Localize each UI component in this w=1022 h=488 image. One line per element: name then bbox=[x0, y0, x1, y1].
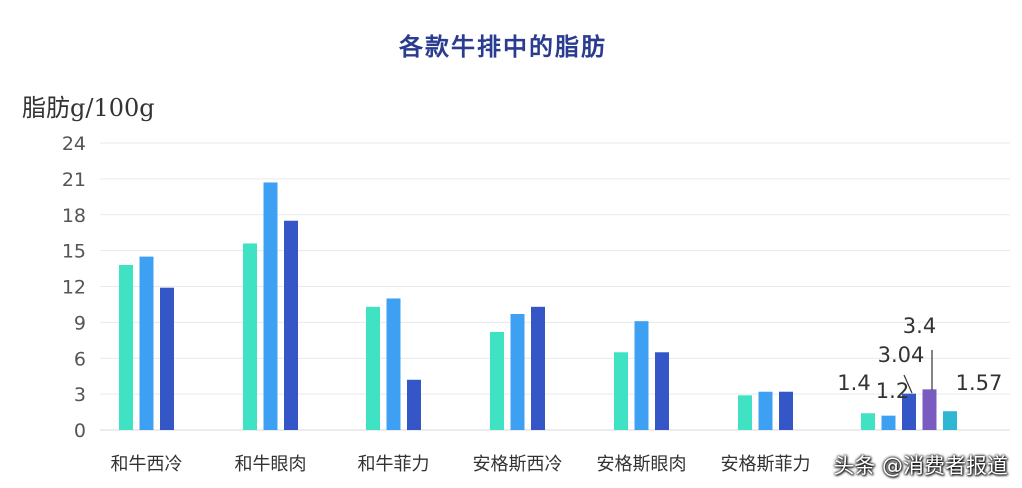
bar bbox=[758, 391, 773, 430]
bar bbox=[531, 306, 545, 430]
bar bbox=[284, 220, 298, 430]
bar bbox=[655, 352, 669, 430]
bar bbox=[738, 395, 752, 430]
bar bbox=[922, 389, 937, 430]
y-axis-ticks: 0 3 6 9 12 15 18 21 24 bbox=[62, 133, 86, 442]
bar bbox=[510, 314, 525, 430]
data-label: 3.04 bbox=[878, 343, 925, 367]
x-category-label: 和牛眼肉 bbox=[235, 454, 307, 475]
x-category-label: 和牛菲力 bbox=[358, 454, 430, 475]
bar bbox=[779, 391, 793, 430]
bar bbox=[119, 264, 133, 430]
chart-title: 各款牛排中的脂肪 bbox=[398, 33, 607, 61]
x-category-label: 安格斯眼肉 bbox=[597, 454, 687, 475]
bar bbox=[902, 393, 916, 430]
y-axis-label: 脂肪g/100g bbox=[22, 94, 155, 122]
bar bbox=[614, 352, 628, 430]
bar bbox=[407, 379, 421, 430]
bar bbox=[386, 298, 401, 430]
data-label: 1.4 bbox=[837, 371, 870, 395]
y-tick-label: 0 bbox=[74, 420, 86, 442]
leader-line bbox=[903, 374, 913, 394]
bar bbox=[881, 415, 896, 430]
bar bbox=[366, 306, 380, 430]
data-label: 3.4 bbox=[903, 314, 936, 338]
data-labels: 1.4 1.2 3.04 3.4 1.57 bbox=[837, 314, 1002, 403]
y-tick-label: 18 bbox=[62, 205, 86, 227]
x-category-label: 和牛西冷 bbox=[111, 454, 183, 475]
y-tick-label: 6 bbox=[74, 348, 86, 370]
x-category-label: 安格斯西冷 bbox=[473, 454, 563, 475]
bar bbox=[490, 331, 504, 430]
bar bbox=[943, 411, 957, 430]
y-tick-label: 12 bbox=[62, 277, 86, 299]
bar bbox=[243, 243, 257, 430]
watermark: 头条 @消费者报道 bbox=[833, 454, 1008, 478]
x-category-label: 安格斯菲力 bbox=[721, 454, 811, 475]
y-tick-label: 21 bbox=[62, 169, 86, 191]
y-tick-label: 3 bbox=[74, 384, 86, 406]
bar bbox=[634, 321, 649, 430]
bars bbox=[119, 182, 957, 430]
bar bbox=[160, 287, 174, 430]
y-tick-label: 24 bbox=[62, 133, 86, 155]
gridlines bbox=[100, 142, 1010, 431]
bar bbox=[861, 413, 875, 430]
bar bbox=[139, 256, 154, 430]
y-tick-label: 15 bbox=[62, 241, 86, 263]
data-label: 1.2 bbox=[876, 379, 909, 403]
x-axis-categories: 和牛西冷 和牛眼肉 和牛菲力 安格斯西冷 安格斯眼肉 安格斯菲力 bbox=[111, 454, 811, 475]
bar bbox=[263, 182, 278, 430]
data-label: 1.57 bbox=[956, 371, 1003, 395]
y-tick-label: 9 bbox=[74, 312, 86, 334]
